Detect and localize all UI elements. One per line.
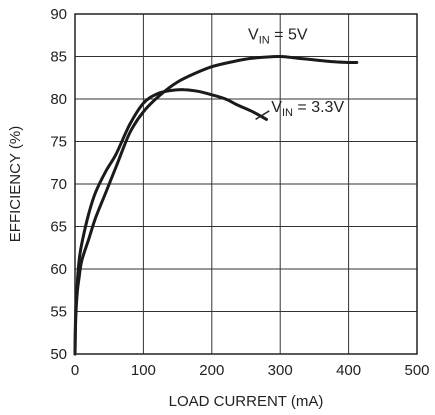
x-tick-label: 400 [336,362,361,379]
x-tick-label: 500 [404,362,429,379]
series-label-sub: IN [282,107,293,119]
y-tick-label: 75 [50,134,67,151]
y-tick-label: 80 [50,91,67,108]
series-label-sub: IN [259,35,270,47]
series-label-vin-3v3: VIN = 3.3V [271,99,344,119]
x-tick-label: 100 [131,362,156,379]
series-label-v: V [248,27,259,44]
y-tick-label: 60 [50,261,67,278]
y-tick-label: 70 [50,176,67,193]
y-tick-label: 55 [50,304,67,321]
y-tick-label: 85 [50,49,67,66]
plot-frame [74,13,418,355]
grid [75,14,417,354]
y-tick-label: 65 [50,219,67,236]
series-line-vin-3v3 [73,88,268,356]
x-tick-label: 0 [71,362,79,379]
x-axis-label: LOAD CURRENT (mA) [169,393,324,410]
y-tick-label: 50 [50,346,67,363]
y-tick-label: 90 [50,6,67,23]
curves [73,54,359,356]
x-tick-label: 300 [268,362,293,379]
x-tick-label: 200 [199,362,224,379]
series-label-vin-5v: VIN = 5V [248,27,308,47]
series-leader-vin-3v3 [255,110,270,121]
y-tick-labels: 50 55 60 65 70 75 80 85 90 [50,6,67,363]
series-label-rest: = 3.3V [293,99,344,116]
series-line-vin-5v [73,54,359,356]
x-tick-labels: 0 100 200 300 400 500 [71,362,430,379]
y-axis-label: EFFICIENCY (%) [7,126,24,242]
series-label-rest: = 5V [270,27,308,44]
series-label-v: V [271,99,282,116]
